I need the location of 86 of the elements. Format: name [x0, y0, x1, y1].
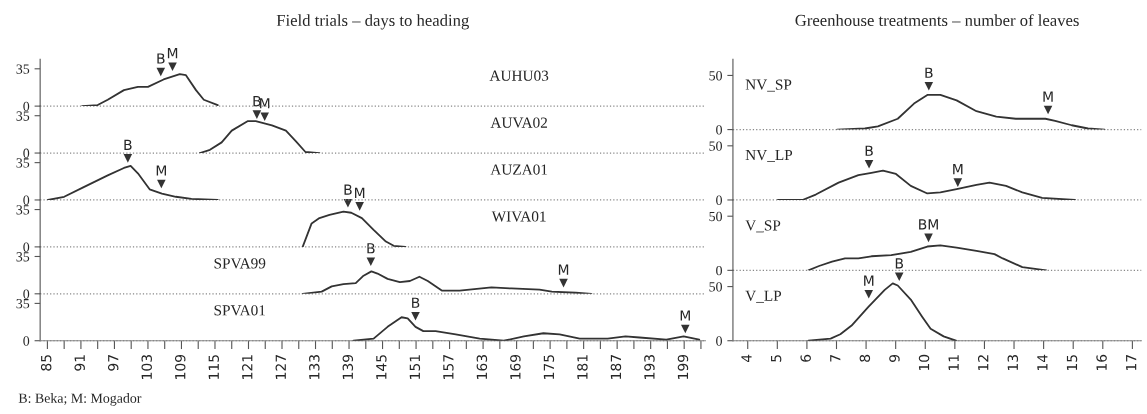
- y-tick-label: 50: [709, 71, 722, 81]
- x-tick-label: 181: [577, 355, 588, 379]
- y-tick-label: 35: [16, 158, 30, 168]
- y-tick-label: 50: [709, 211, 722, 222]
- data-label: M: [680, 310, 690, 321]
- data-label: BM: [919, 219, 938, 230]
- data-label: B: [367, 243, 375, 254]
- y-tick-label: 35: [16, 299, 30, 309]
- x-tick-label: 8: [859, 354, 871, 362]
- x-tick-label: 5: [771, 355, 782, 362]
- data-label: B: [124, 139, 132, 150]
- annotation: SPVA01: [214, 305, 265, 316]
- x-tick-label: 16: [1096, 354, 1107, 371]
- x-tick-label: 11: [948, 355, 959, 371]
- data-label: B: [253, 96, 261, 107]
- y-tick-label: 0: [23, 148, 30, 158]
- x-tick-label: 199: [677, 354, 689, 379]
- x-tick-label: 115: [208, 355, 220, 379]
- chart-title: Field trials – days to heading: [276, 14, 469, 30]
- x-tick-label: 187: [610, 355, 622, 379]
- annotation: WIVA01: [491, 211, 546, 222]
- annotation: NV_SP: [745, 79, 792, 92]
- data-label: M: [156, 165, 166, 176]
- data-label: M: [167, 48, 178, 59]
- x-tick-label: 15: [1066, 355, 1078, 371]
- y-tick-label: 0: [23, 101, 30, 112]
- y-tick-label: 0: [716, 265, 722, 276]
- x-tick-label: 145: [376, 355, 387, 379]
- x-tick-label: 175: [543, 355, 555, 379]
- data-label: M: [260, 98, 270, 109]
- x-tick-label: 109: [174, 354, 186, 379]
- x-tick-label: 85: [40, 355, 52, 371]
- y-tick-label: 50: [709, 282, 722, 292]
- annotation: V_SP: [745, 220, 781, 233]
- x-tick-label: 121: [242, 355, 253, 379]
- x-tick-label: 151: [409, 355, 421, 379]
- x-tick-label: 163: [476, 355, 488, 379]
- y-tick-label: 0: [23, 336, 30, 346]
- x-tick-label: 139: [342, 354, 354, 379]
- x-tick-label: 133: [309, 355, 320, 379]
- y-tick-label: 35: [16, 111, 30, 121]
- x-tick-label: 97: [107, 355, 119, 371]
- data-label: B: [925, 67, 933, 78]
- x-tick-label: 127: [275, 355, 286, 379]
- y-tick-label: 0: [716, 336, 722, 346]
- data-label: M: [355, 187, 365, 198]
- y-tick-label: 35: [16, 205, 30, 215]
- y-tick-label: 50: [709, 141, 722, 151]
- x-tick-label: 6: [800, 354, 811, 362]
- x-tick-label: 10: [918, 354, 930, 371]
- chart-title: Greenhouse treatments – number of leaves: [795, 14, 1079, 27]
- data-label: M: [1043, 91, 1053, 102]
- y-tick-label: 0: [23, 195, 30, 205]
- annotation: V_LP: [745, 290, 782, 303]
- x-tick-label: 7: [830, 355, 841, 362]
- data-label: B: [412, 297, 420, 308]
- x-tick-label: 9: [889, 354, 900, 362]
- x-tick-label: 4: [741, 354, 752, 363]
- annotation: NV_LP: [745, 150, 793, 162]
- x-tick-label: 13: [1007, 355, 1019, 371]
- data-label: B: [895, 258, 904, 269]
- data-label: B: [865, 145, 873, 156]
- x-tick-label: 12: [977, 355, 989, 371]
- x-tick-label: 169: [510, 354, 521, 379]
- y-tick-label: 0: [716, 125, 722, 135]
- x-tick-label: 14: [1037, 354, 1048, 371]
- x-tick-label: 103: [141, 355, 152, 379]
- annotation: SPVA99: [214, 258, 266, 269]
- x-tick-label: 17: [1126, 355, 1137, 371]
- y-tick-label: 0: [23, 242, 30, 252]
- data-label: M: [558, 264, 569, 275]
- data-label: B: [344, 184, 352, 195]
- x-tick-label: 157: [443, 355, 454, 379]
- x-tick-label: 91: [74, 355, 85, 371]
- annotation: AUZA01: [490, 164, 548, 175]
- y-tick-label: 0: [716, 195, 722, 205]
- text: B: Beka; M: Mogador: [18, 393, 142, 406]
- annotation: AUVA02: [490, 117, 548, 128]
- y-tick-label: 35: [16, 64, 30, 74]
- x-tick-label: 193: [644, 355, 655, 379]
- data-label: B: [157, 53, 165, 64]
- y-tick-label: 35: [16, 252, 30, 262]
- data-label: M: [864, 275, 874, 286]
- annotation: AUHU03: [489, 70, 549, 81]
- y-tick-label: 0: [23, 289, 30, 299]
- data-label: M: [953, 164, 963, 175]
